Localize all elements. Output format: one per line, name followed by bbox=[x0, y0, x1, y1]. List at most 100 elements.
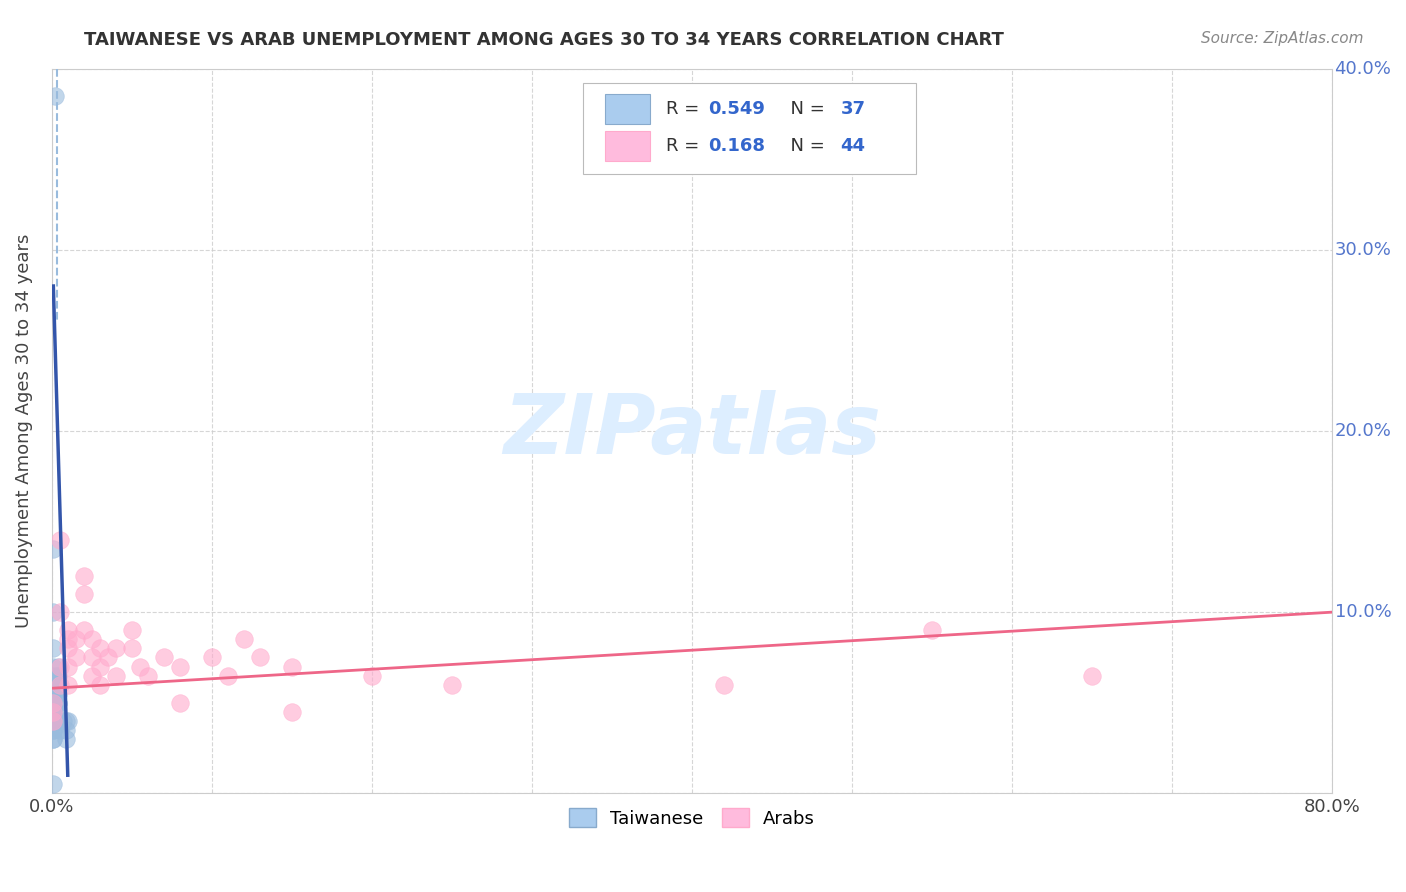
Point bbox=[217, 668, 239, 682]
Point bbox=[56, 624, 79, 638]
Point bbox=[42, 541, 65, 556]
Point bbox=[73, 624, 96, 638]
Point bbox=[45, 678, 67, 692]
Point bbox=[89, 678, 111, 692]
Point bbox=[281, 659, 304, 673]
Point bbox=[42, 714, 65, 728]
Point bbox=[42, 605, 65, 619]
Point bbox=[46, 659, 69, 673]
Point bbox=[104, 641, 127, 656]
Point bbox=[52, 714, 75, 728]
Point bbox=[45, 687, 67, 701]
Point bbox=[713, 678, 735, 692]
Text: 37: 37 bbox=[841, 100, 865, 118]
Text: 10.0%: 10.0% bbox=[1334, 603, 1392, 621]
Point bbox=[42, 723, 65, 737]
Point bbox=[46, 678, 69, 692]
Text: N =: N = bbox=[779, 100, 831, 118]
Point bbox=[281, 705, 304, 719]
Text: 40.0%: 40.0% bbox=[1334, 60, 1392, 78]
Point bbox=[45, 668, 67, 682]
Point bbox=[56, 641, 79, 656]
Point bbox=[44, 714, 66, 728]
Text: 0.549: 0.549 bbox=[709, 100, 765, 118]
Point bbox=[73, 587, 96, 601]
Point bbox=[46, 696, 69, 710]
Point bbox=[42, 705, 65, 719]
Point bbox=[42, 641, 65, 656]
Point bbox=[201, 650, 224, 665]
Point bbox=[89, 659, 111, 673]
Point bbox=[169, 659, 191, 673]
Point bbox=[169, 696, 191, 710]
Point bbox=[80, 632, 103, 647]
Point bbox=[48, 605, 70, 619]
Point bbox=[42, 687, 65, 701]
Point bbox=[152, 650, 174, 665]
Point bbox=[440, 678, 463, 692]
Point bbox=[42, 659, 65, 673]
Point bbox=[42, 731, 65, 746]
Point bbox=[42, 668, 65, 682]
Point bbox=[232, 632, 254, 647]
Point bbox=[80, 650, 103, 665]
FancyBboxPatch shape bbox=[605, 131, 650, 161]
Point bbox=[46, 668, 69, 682]
Point bbox=[45, 696, 67, 710]
Point bbox=[42, 731, 65, 746]
Point bbox=[56, 678, 79, 692]
Point bbox=[360, 668, 382, 682]
Point bbox=[42, 714, 65, 728]
Point bbox=[46, 696, 69, 710]
Point bbox=[48, 533, 70, 547]
Text: R =: R = bbox=[666, 137, 706, 155]
Point bbox=[46, 687, 69, 701]
Point bbox=[42, 678, 65, 692]
Text: 30.0%: 30.0% bbox=[1334, 241, 1392, 259]
Point bbox=[121, 641, 143, 656]
Point bbox=[55, 731, 77, 746]
Point bbox=[45, 687, 67, 701]
Point bbox=[42, 714, 65, 728]
Point bbox=[42, 696, 65, 710]
Point bbox=[65, 632, 87, 647]
FancyBboxPatch shape bbox=[583, 83, 915, 174]
Point bbox=[45, 705, 67, 719]
Legend: Taiwanese, Arabs: Taiwanese, Arabs bbox=[561, 801, 823, 835]
Point bbox=[56, 659, 79, 673]
Point bbox=[65, 650, 87, 665]
Point bbox=[45, 705, 67, 719]
Text: ZIPatlas: ZIPatlas bbox=[503, 391, 880, 472]
Point bbox=[44, 88, 66, 103]
Point bbox=[48, 723, 70, 737]
Point bbox=[42, 723, 65, 737]
Text: 44: 44 bbox=[841, 137, 865, 155]
Text: TAIWANESE VS ARAB UNEMPLOYMENT AMONG AGES 30 TO 34 YEARS CORRELATION CHART: TAIWANESE VS ARAB UNEMPLOYMENT AMONG AGE… bbox=[84, 31, 1004, 49]
Text: 20.0%: 20.0% bbox=[1334, 422, 1392, 440]
Point bbox=[104, 668, 127, 682]
Point bbox=[48, 678, 70, 692]
Text: N =: N = bbox=[779, 137, 831, 155]
Point bbox=[1081, 668, 1104, 682]
Point bbox=[42, 777, 65, 791]
Point bbox=[73, 569, 96, 583]
Point bbox=[56, 714, 79, 728]
Point bbox=[56, 632, 79, 647]
Point bbox=[121, 624, 143, 638]
Text: R =: R = bbox=[666, 100, 706, 118]
Y-axis label: Unemployment Among Ages 30 to 34 years: Unemployment Among Ages 30 to 34 years bbox=[15, 234, 32, 628]
Point bbox=[46, 714, 69, 728]
Point bbox=[136, 668, 159, 682]
Text: Source: ZipAtlas.com: Source: ZipAtlas.com bbox=[1201, 31, 1364, 46]
Point bbox=[249, 650, 271, 665]
Point bbox=[128, 659, 150, 673]
Point bbox=[921, 624, 943, 638]
Point bbox=[97, 650, 120, 665]
FancyBboxPatch shape bbox=[605, 94, 650, 124]
Point bbox=[89, 641, 111, 656]
Point bbox=[55, 723, 77, 737]
Text: 0.168: 0.168 bbox=[709, 137, 765, 155]
Point bbox=[80, 668, 103, 682]
Point bbox=[55, 714, 77, 728]
Point bbox=[48, 659, 70, 673]
